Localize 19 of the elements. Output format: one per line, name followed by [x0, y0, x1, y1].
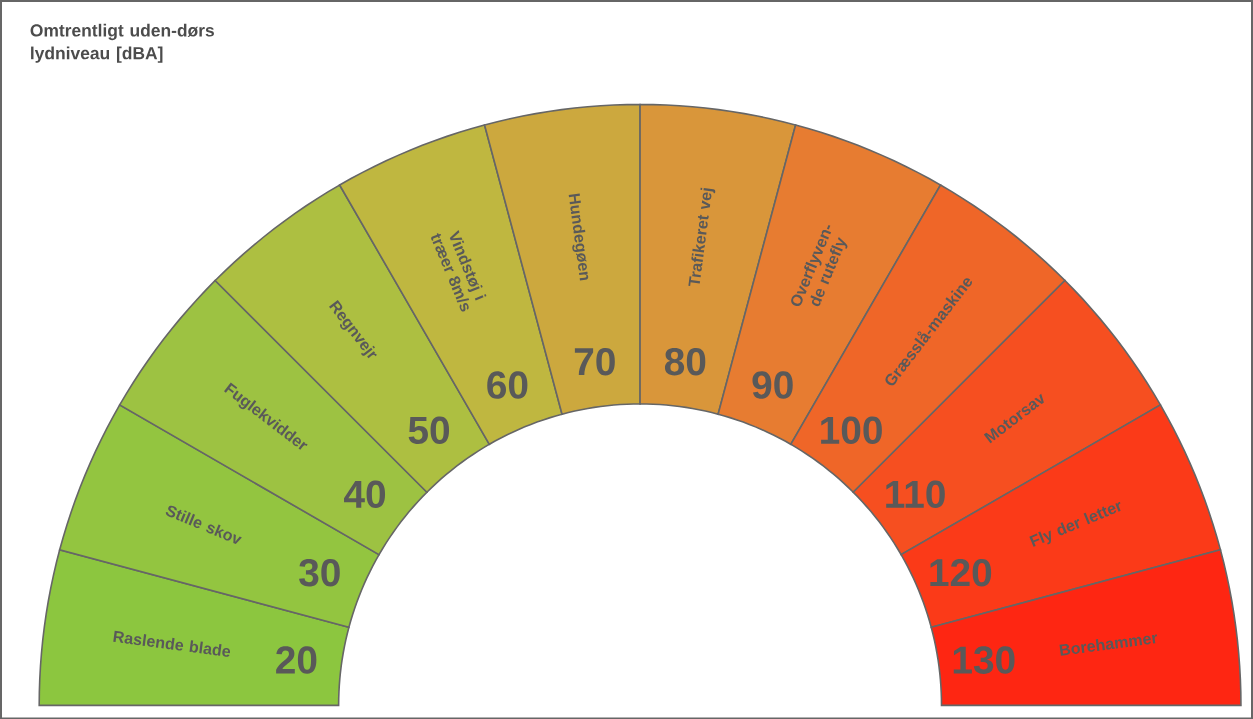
category-label: Trafikeret vej	[688, 187, 716, 286]
category-label: Raslende blade	[113, 630, 231, 657]
data-label: 90	[752, 371, 793, 399]
data-label: 30	[299, 558, 340, 587]
data-label: 80	[664, 347, 706, 376]
data-label: 70	[574, 347, 615, 376]
data-label: 50	[408, 416, 450, 444]
data-label: 110	[886, 480, 945, 508]
category-label: Fly der letter	[1029, 501, 1121, 547]
data-label: 120	[930, 558, 992, 587]
data-label: 40	[344, 480, 386, 508]
data-label: 130	[953, 646, 1015, 674]
category-label: Hundegøen	[568, 193, 589, 281]
text: Omtrentligt uden-dørs lydniveau [dBA]	[30, 23, 214, 63]
data-label: 60	[487, 371, 528, 399]
data-label: 100	[821, 416, 882, 444]
category-label: Stille skov	[165, 505, 242, 544]
category-label: Borehammer	[1059, 634, 1158, 656]
data-label: 20	[276, 646, 317, 674]
